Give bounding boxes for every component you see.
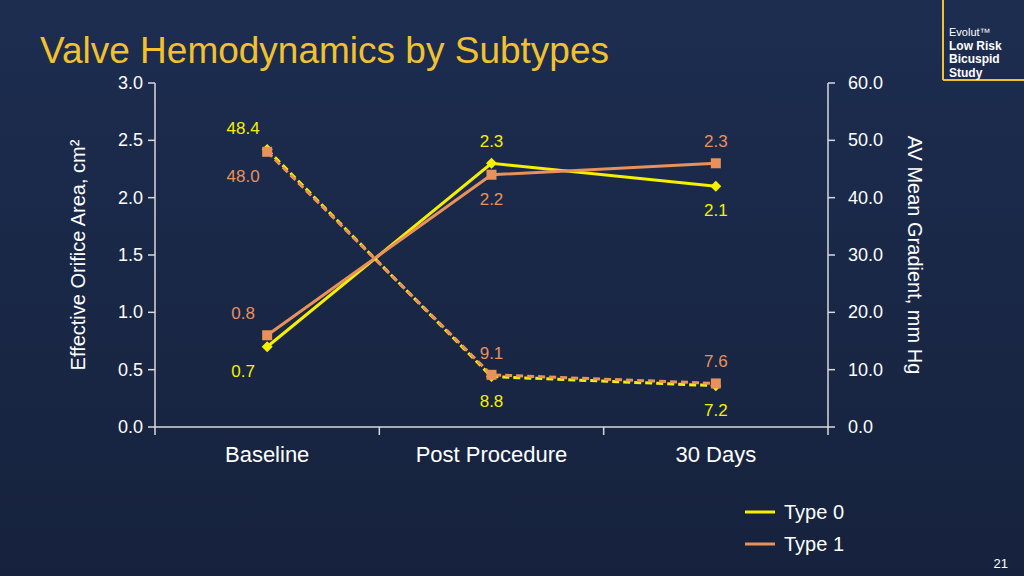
legend-entry: Type 0	[745, 501, 844, 523]
y2-tick	[828, 426, 835, 428]
y-tick-label: 1.0	[118, 302, 143, 322]
y-tick-label: 2.5	[118, 130, 143, 150]
data-label: 7.2	[704, 401, 728, 420]
series-line	[267, 163, 716, 346]
data-label: 2.3	[704, 132, 728, 151]
x-tick	[603, 427, 605, 435]
legend-swatch	[745, 543, 775, 546]
data-label: 7.6	[704, 352, 728, 371]
x-tick	[827, 427, 829, 435]
logo-text: Bicuspid	[949, 52, 1000, 66]
y2-tick	[828, 140, 835, 142]
series-line	[267, 150, 716, 386]
y2-tick-label: 50.0	[848, 130, 883, 150]
data-label: 48.4	[227, 119, 260, 138]
chart: Valve Hemodynamics by Subtypes Evolut™Low…	[0, 0, 1024, 576]
logo-text: Evolut™	[949, 26, 991, 38]
logo-frame	[942, 0, 944, 80]
series-line	[267, 152, 716, 384]
y2-tick-label: 30.0	[848, 245, 883, 265]
x-tick-label: Baseline	[225, 442, 309, 467]
data-label: 2.3	[480, 132, 504, 151]
series-line	[267, 163, 716, 335]
y-tick-label: 1.5	[118, 245, 143, 265]
point	[710, 181, 721, 192]
page-number: 21	[994, 556, 1008, 571]
title: Valve Hemodynamics by Subtypes	[40, 30, 609, 71]
y2-tick-label: 10.0	[848, 360, 883, 380]
data-label: 2.2	[480, 190, 504, 209]
y-tick	[148, 254, 155, 256]
y2-tick-label: 60.0	[848, 73, 883, 93]
y-tick	[148, 369, 155, 371]
data-label: 0.7	[231, 362, 255, 381]
y2-tick	[828, 369, 835, 371]
y2-tick	[828, 197, 835, 199]
x-axis	[155, 426, 828, 428]
data-labels: 0.7 2.3 2.1 0.8 2.2 2.3 48.4 8.8 7.2 48.0 9.1 7.6	[227, 119, 728, 420]
point	[711, 378, 721, 388]
x-tick-label: Post Procedure	[416, 442, 568, 467]
y-tick	[148, 197, 155, 199]
x-tick	[379, 427, 381, 435]
point	[487, 370, 497, 380]
data-label: 9.1	[480, 344, 504, 363]
data-label: 0.8	[231, 304, 255, 323]
plot-area	[262, 144, 722, 391]
data-label: 48.0	[227, 167, 260, 186]
point	[487, 170, 497, 180]
y-tick	[148, 140, 155, 142]
legend-entry: Type 1	[745, 533, 844, 555]
legend-swatch	[745, 511, 775, 514]
legend-label: Type 0	[784, 501, 844, 523]
y2-tick	[828, 254, 835, 256]
data-label: 8.8	[480, 392, 504, 411]
y-tick-label: 0.5	[118, 360, 143, 380]
point	[262, 341, 273, 352]
y2-tick-label: 20.0	[848, 302, 883, 322]
x-tick-label: 30 Days	[675, 442, 756, 467]
y-axis-title: Effective Orifice Area, cm²	[67, 139, 89, 370]
logo-text: Low Risk	[949, 39, 1002, 53]
logo-text: Study	[949, 66, 983, 80]
x-tick	[154, 427, 156, 435]
point	[262, 147, 272, 157]
y2-tick	[828, 82, 835, 84]
y2-tick	[828, 312, 835, 314]
y-tick	[148, 426, 155, 428]
legend-label: Type 1	[784, 533, 844, 555]
y2-tick-label: 0.0	[848, 417, 873, 437]
y-tick-label: 0.0	[118, 417, 143, 437]
point	[711, 158, 721, 168]
y2-tick-label: 40.0	[848, 188, 883, 208]
y2-axis-title: AV Mean Gradient, mm Hg	[904, 136, 926, 375]
logo: Evolut™Low RiskBicuspidStudy	[943, 0, 1024, 80]
point	[262, 330, 272, 340]
y-tick	[148, 312, 155, 314]
y-tick-label: 2.0	[118, 188, 143, 208]
point	[486, 158, 497, 169]
y-tick	[148, 82, 155, 84]
data-label: 2.1	[704, 201, 728, 220]
y-tick-label: 3.0	[118, 73, 143, 93]
